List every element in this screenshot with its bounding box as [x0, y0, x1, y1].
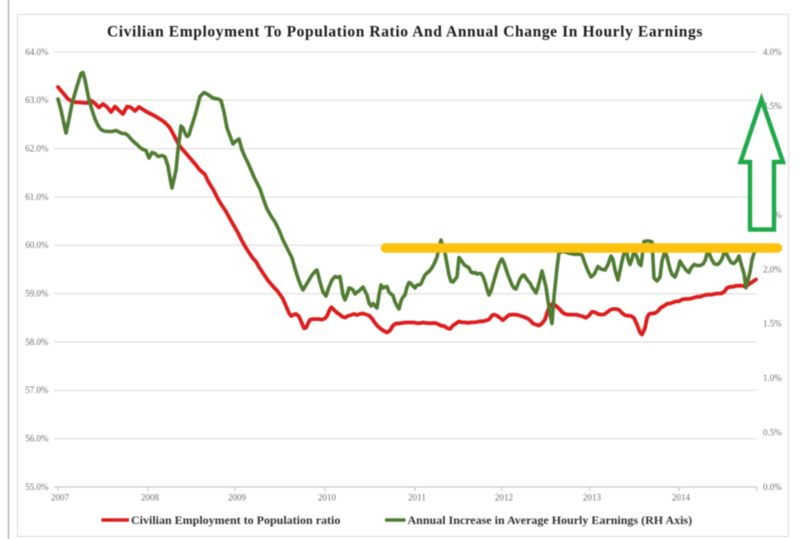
svg-text:60.0%: 60.0% [25, 240, 49, 250]
svg-text:Civilian Employment To Populat: Civilian Employment To Population Ratio … [107, 24, 703, 41]
svg-text:Annual Increase in Average Hou: Annual Increase in Average Hourly Earnin… [408, 513, 693, 527]
svg-text:1.5%: 1.5% [763, 319, 782, 329]
svg-text:2009: 2009 [228, 493, 247, 503]
svg-text:64.0%: 64.0% [25, 47, 49, 57]
svg-text:57.0%: 57.0% [25, 385, 49, 395]
svg-text:2.0%: 2.0% [763, 264, 782, 274]
svg-text:56.0%: 56.0% [25, 434, 49, 444]
svg-text:2013: 2013 [583, 493, 602, 503]
svg-text:1.0%: 1.0% [763, 373, 782, 383]
svg-text:2014: 2014 [672, 493, 691, 503]
svg-text:0.5%: 0.5% [763, 427, 782, 437]
svg-text:2008: 2008 [141, 493, 160, 503]
svg-text:Civilian Employment to Populat: Civilian Employment to Population ratio [131, 513, 340, 527]
svg-text:61.0%: 61.0% [25, 192, 49, 202]
svg-text:0.0%: 0.0% [763, 482, 782, 492]
svg-text:62.0%: 62.0% [25, 144, 49, 154]
svg-text:58.0%: 58.0% [25, 337, 49, 347]
svg-text:2007: 2007 [51, 493, 70, 503]
svg-text:4.0%: 4.0% [763, 47, 782, 57]
svg-text:59.0%: 59.0% [25, 289, 49, 299]
svg-text:2010: 2010 [318, 493, 337, 503]
svg-text:55.0%: 55.0% [25, 482, 49, 492]
svg-text:3.5%: 3.5% [763, 101, 782, 111]
svg-text:2012: 2012 [495, 493, 513, 503]
svg-text:63.0%: 63.0% [25, 95, 49, 105]
svg-text:2011: 2011 [408, 493, 426, 503]
